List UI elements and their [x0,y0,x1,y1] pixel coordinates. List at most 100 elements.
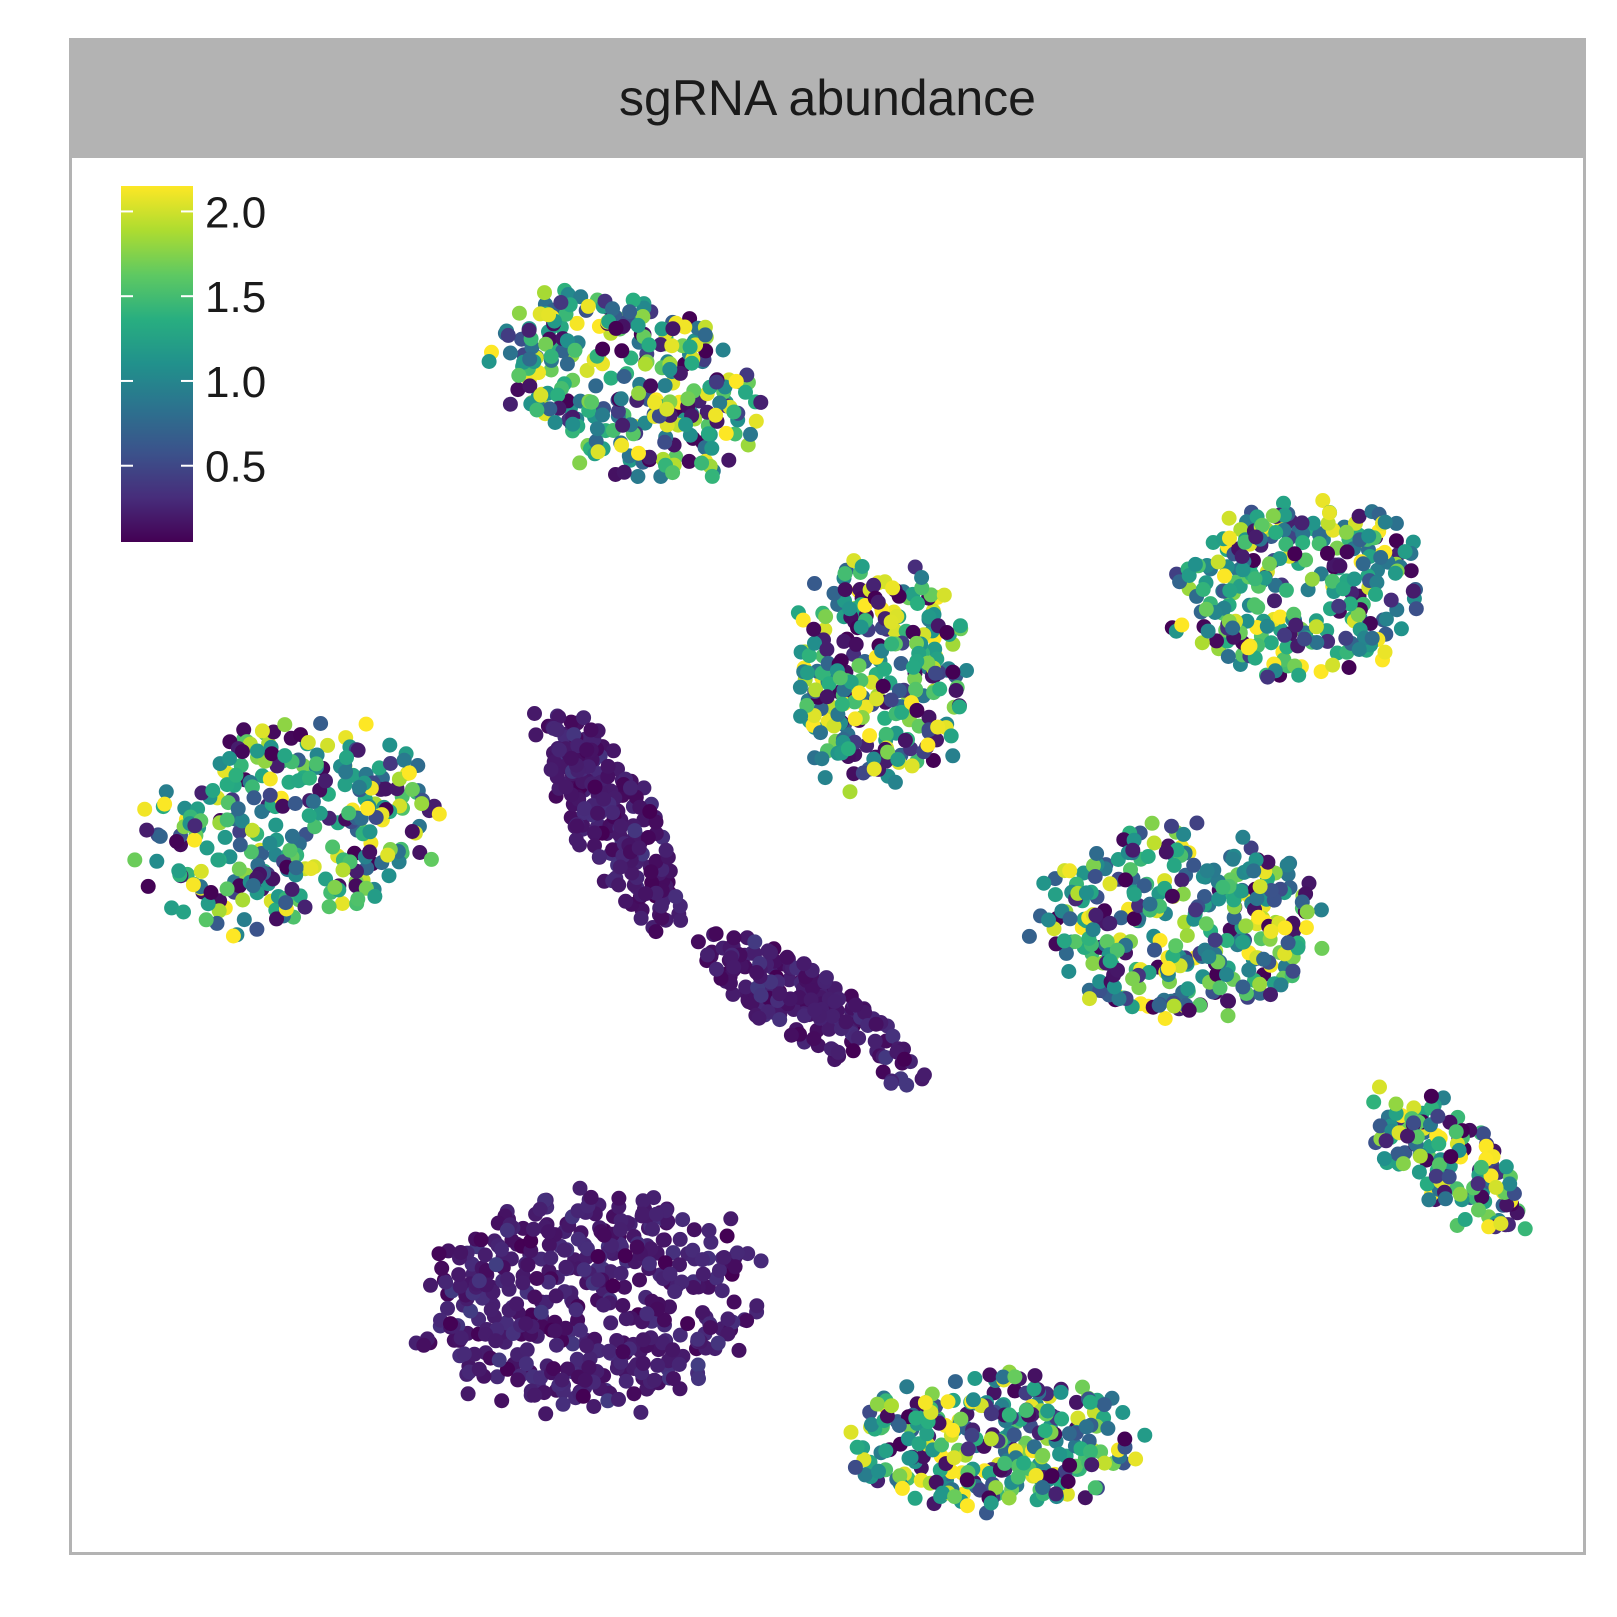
scatter-point [871,1463,886,1479]
scatter-point [801,648,817,664]
scatter-point [1351,642,1367,657]
scatter-point [249,921,265,937]
scatter-point [1277,627,1292,643]
scatter-point [423,851,439,867]
scatter-point [1483,1168,1499,1184]
scatter-point [217,829,233,845]
scatter-point [830,1044,846,1060]
scatter-point [910,596,925,611]
scatter-point [731,1342,747,1358]
scatter-point [277,717,293,733]
scatter-point [1322,505,1337,521]
scatter-point [605,301,620,317]
scatter-point [1131,898,1147,914]
scatter-point [845,1043,861,1059]
scatter-point [1035,1480,1050,1495]
scatter-point [543,762,559,778]
scatter-point [1388,515,1404,531]
scatter-point [565,1336,581,1352]
scatter-point [672,1257,687,1273]
scatter-point [341,805,357,821]
scatter-point [848,997,864,1013]
cluster-bottom-right [843,1364,1153,1521]
scatter-point [264,746,280,762]
scatter-point [595,341,611,357]
scatter-point [1377,514,1393,530]
scatter-point [684,355,700,371]
scatter-point [401,765,417,781]
scatter-point [1225,851,1241,867]
scatter-point [1421,1192,1437,1208]
scatter-point [657,378,673,394]
scatter-point [149,853,165,869]
scatter-point [703,1234,719,1250]
scatter-point [927,665,943,681]
scatter-point [313,716,329,731]
scatter-point [657,434,673,450]
scatter-point [302,770,317,786]
scatter-point [817,770,833,786]
scatter-point [1309,635,1325,650]
scatter-point [1285,963,1301,979]
scatter-point [887,774,903,790]
scatter-point [1018,1402,1034,1418]
scatter-point [837,566,853,582]
scatter-point [907,1490,923,1506]
scatter-point [350,742,366,758]
scatter-point [569,1351,585,1367]
scatter-point [244,822,260,838]
scatter-point [1498,1159,1514,1175]
scatter-point [572,455,588,471]
scatter-point [1117,1431,1133,1447]
scatter-point [1016,1455,1032,1471]
scatter-point [1234,548,1250,564]
scatter-point [1140,849,1156,864]
scatter-point [1493,1216,1509,1232]
scatter-point [510,1372,526,1388]
scatter-point [1299,904,1315,920]
scatter-point [559,356,575,372]
scatter-point [1248,529,1264,545]
scatter-point [1377,644,1393,660]
scatter-point [819,689,835,705]
scatter-point [704,440,720,456]
scatter-point [1168,938,1184,954]
scatter-point [553,295,569,310]
scatter-point [1320,633,1336,649]
scatter-point [568,832,584,848]
scatter-point [1298,920,1314,936]
scatter-point [158,784,174,800]
scatter-point [1087,869,1103,884]
scatter-point [152,828,168,844]
scatter-point [580,298,596,314]
scatter-point [836,633,852,649]
scatter-point [832,670,848,686]
scatter-point [1087,1480,1103,1496]
scatter-point [1219,933,1235,948]
scatter-point [266,724,281,740]
scatter-point [1473,1159,1489,1175]
scatter-point [673,912,689,928]
scatter-point [1297,631,1312,647]
scatter-point [300,735,316,750]
scatter-point [246,790,262,806]
scatter-point [529,402,545,418]
scatter-point [1086,858,1101,873]
cluster-left [127,716,447,944]
scatter-point [866,761,882,777]
scatter-point [358,716,374,732]
scatter-point [965,1392,981,1408]
scatter-point [631,840,647,856]
scatter-point [818,970,834,986]
scatter-point [936,587,952,603]
scatter-point [868,1016,884,1032]
scatter-point [1028,1468,1044,1483]
scatter-point [199,840,215,856]
scatter-point [919,1426,935,1442]
scatter-point [1368,586,1383,602]
scatter-point [1041,912,1056,928]
scatter-point [1252,879,1268,895]
scatter-point [200,896,216,912]
scatter-point [305,794,321,809]
